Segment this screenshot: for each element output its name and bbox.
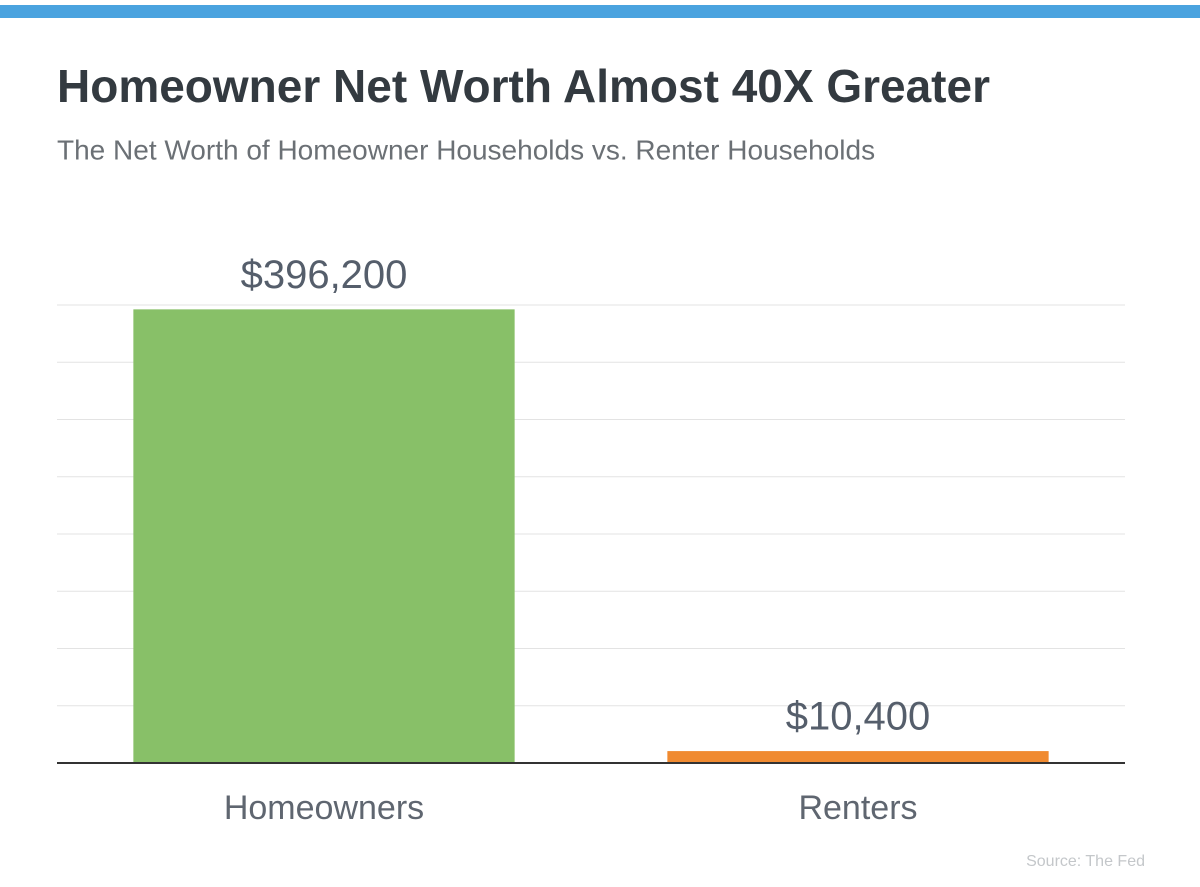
x-tick-label: Renters xyxy=(798,789,917,827)
bar xyxy=(667,751,1049,763)
x-tick-label: Homeowners xyxy=(224,789,424,827)
source-note: Source: The Fed xyxy=(1026,853,1145,870)
top-bar xyxy=(0,5,1200,18)
bar xyxy=(133,309,515,763)
chart-title: Homeowner Net Worth Almost 40X Greater xyxy=(57,60,990,112)
value-label: $10,400 xyxy=(786,695,931,739)
chart-subtitle: The Net Worth of Homeowner Households vs… xyxy=(57,134,875,165)
value-label: $396,200 xyxy=(241,253,408,297)
